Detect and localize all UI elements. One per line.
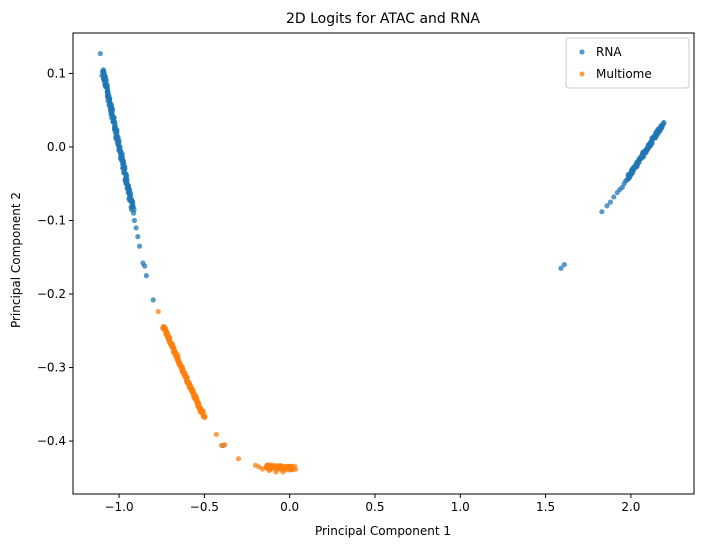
data-point bbox=[202, 413, 208, 419]
data-point bbox=[558, 265, 564, 271]
legend-marker bbox=[579, 71, 585, 77]
y-tick-label: −0.4 bbox=[37, 434, 66, 448]
axes-group: −1.0 −0.5 0.0 0.5 1.0 1.5 2.0 0.1 0.0 −0.1 −0.2 −0.… bbox=[37, 32, 695, 514]
data-point bbox=[97, 50, 103, 57]
data-point bbox=[213, 431, 219, 438]
data-point bbox=[130, 210, 137, 216]
data-point bbox=[607, 199, 614, 205]
x-tick-label: 0.0 bbox=[280, 500, 299, 514]
data-point bbox=[136, 243, 143, 249]
plot-area bbox=[97, 50, 667, 475]
data-point bbox=[623, 178, 629, 184]
data-point bbox=[102, 84, 109, 90]
y-tick-label: 0.0 bbox=[47, 140, 66, 154]
data-point bbox=[661, 119, 667, 126]
legend-box bbox=[565, 37, 690, 89]
data-point bbox=[280, 469, 286, 475]
data-point bbox=[133, 225, 139, 231]
x-tick-label: 1.0 bbox=[451, 500, 470, 514]
data-point bbox=[109, 107, 115, 113]
data-point bbox=[222, 442, 228, 448]
data-point bbox=[135, 234, 141, 240]
data-point bbox=[101, 76, 107, 82]
y-tick-label: −0.3 bbox=[37, 361, 66, 375]
data-point bbox=[142, 263, 148, 269]
data-point bbox=[273, 469, 279, 475]
y-tick-label: −0.1 bbox=[37, 213, 66, 227]
x-tick-label: −1.0 bbox=[104, 500, 133, 514]
data-point bbox=[131, 217, 138, 224]
data-point bbox=[150, 297, 156, 303]
series-rna bbox=[97, 50, 667, 449]
x-tick-label: 0.5 bbox=[365, 500, 384, 514]
data-point bbox=[611, 194, 617, 200]
x-tick-label: −0.5 bbox=[190, 500, 219, 514]
x-axis-label: Principal Component 1 bbox=[315, 524, 451, 538]
legend-label: Multiome bbox=[596, 67, 652, 81]
legend-marker bbox=[579, 49, 585, 55]
data-point bbox=[106, 92, 112, 99]
series-multiome bbox=[155, 309, 299, 475]
data-point bbox=[604, 203, 610, 209]
plot-frame bbox=[72, 32, 695, 495]
chart-title: 2D Logits for ATAC and RNA bbox=[286, 11, 480, 27]
x-tick-label: 1.5 bbox=[536, 500, 555, 514]
data-point bbox=[259, 466, 265, 472]
data-point bbox=[235, 456, 242, 462]
data-point bbox=[266, 467, 272, 474]
y-axis-label: Principal Component 2 bbox=[9, 192, 23, 328]
legend-label: RNA bbox=[596, 45, 622, 59]
data-point bbox=[292, 466, 299, 472]
data-point bbox=[143, 273, 149, 279]
y-tick-label: −0.2 bbox=[37, 287, 66, 301]
data-point bbox=[155, 309, 161, 315]
x-tick-label: 2.0 bbox=[621, 500, 640, 514]
data-point bbox=[561, 262, 567, 268]
legend: RNA Multiome bbox=[565, 37, 690, 89]
data-point bbox=[599, 209, 605, 215]
y-tick-label: 0.1 bbox=[47, 66, 66, 80]
